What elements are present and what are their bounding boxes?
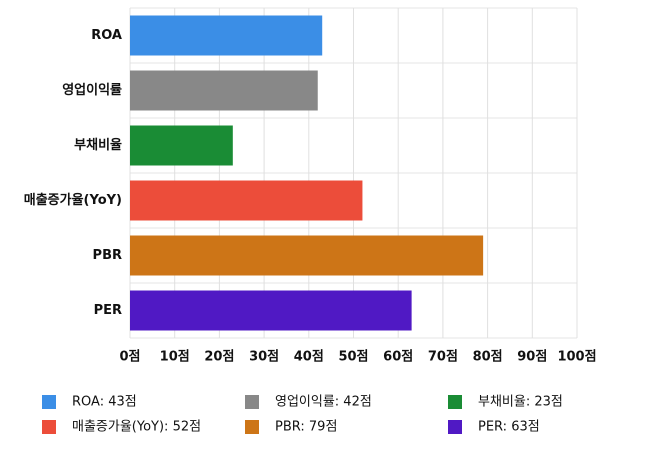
bar xyxy=(130,290,412,331)
legend-label: ROA: 43점 xyxy=(72,395,137,410)
legend-swatch xyxy=(245,420,259,434)
legend-swatch xyxy=(42,395,56,409)
legend-label: 영업이익률: 42점 xyxy=(275,395,372,410)
x-tick-label: 60점 xyxy=(383,350,413,365)
legend-label: 매출증가율(YoY): 52점 xyxy=(72,420,201,435)
bar xyxy=(130,15,323,56)
y-tick-label: 영업이익률 xyxy=(62,82,122,98)
legend-label: 부채비율: 23점 xyxy=(478,395,563,410)
x-tick-label: 20점 xyxy=(204,350,234,365)
x-tick-label: 30점 xyxy=(249,350,279,365)
x-tick-label: 100점 xyxy=(557,350,596,365)
x-tick-label: 70점 xyxy=(428,350,458,365)
x-tick-label: 90점 xyxy=(517,350,547,365)
bar xyxy=(130,125,233,166)
y-tick-label: PER xyxy=(94,303,122,318)
legend-label: PER: 63점 xyxy=(478,420,540,435)
bar xyxy=(130,70,318,111)
legend-swatch xyxy=(448,395,462,409)
bar xyxy=(130,235,484,276)
legend-label: PBR: 79점 xyxy=(275,420,337,435)
x-tick-label: 10점 xyxy=(160,350,190,365)
legend-swatch xyxy=(448,420,462,434)
x-tick-label: 0점 xyxy=(119,350,140,365)
y-tick-label: 매출증가율(YoY) xyxy=(24,192,122,208)
y-tick-label: ROA xyxy=(91,28,122,43)
bar xyxy=(130,180,363,221)
legend-swatch xyxy=(42,420,56,434)
y-tick-label: PBR xyxy=(93,248,122,263)
y-tick-label: 부채비율 xyxy=(74,137,122,153)
x-tick-label: 80점 xyxy=(473,350,503,365)
x-tick-label: 40점 xyxy=(294,350,324,365)
legend-swatch xyxy=(245,395,259,409)
x-tick-label: 50점 xyxy=(338,350,368,365)
